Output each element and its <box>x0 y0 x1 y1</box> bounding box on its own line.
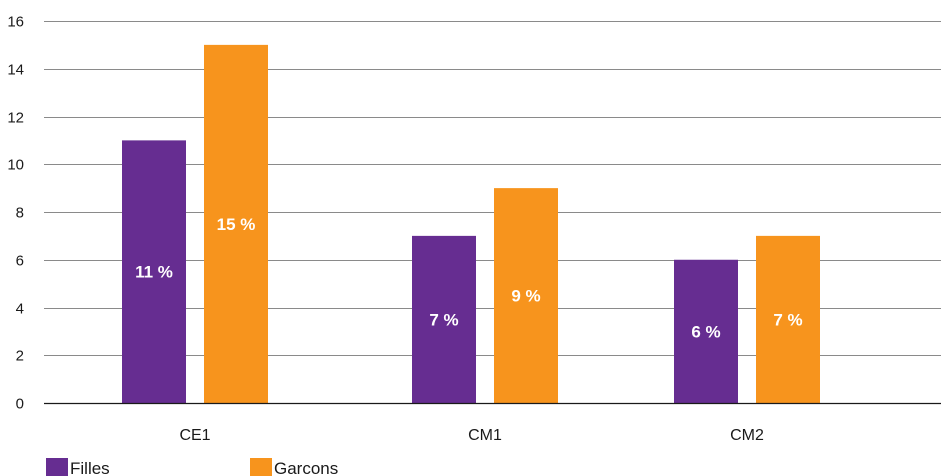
legend: Filles Garcons <box>46 458 338 476</box>
y-tick-label: 6 <box>16 253 24 270</box>
bar-filles-cm2 <box>674 259 738 403</box>
data-label-garcons-ce1: 15 % <box>217 215 256 234</box>
bar-garcons-cm2 <box>756 235 820 403</box>
y-tick-label: 10 <box>7 157 24 174</box>
y-tick-label: 4 <box>16 301 24 318</box>
x-category-label: CE1 <box>179 427 210 444</box>
legend-label-garcons: Garcons <box>274 459 338 476</box>
y-tick-label: 2 <box>16 348 24 365</box>
bars: 11 % 15 % 7 % 9 % 6 % 7 % <box>122 44 820 403</box>
y-tick-label: 16 <box>7 14 24 31</box>
x-category-label: CM2 <box>730 427 764 444</box>
bar-garcons-ce1 <box>204 44 268 403</box>
y-tick-label: 14 <box>7 62 24 79</box>
legend-label-filles: Filles <box>70 459 110 476</box>
data-label-garcons-cm1: 9 % <box>511 287 540 306</box>
x-category-label: CM1 <box>468 427 502 444</box>
data-label-filles-cm2: 6 % <box>691 322 720 341</box>
legend-swatch-garcons <box>250 458 272 476</box>
y-tick-label: 0 <box>16 396 24 413</box>
y-axis: 0 2 4 6 8 10 12 14 16 <box>7 14 24 413</box>
x-axis: CE1 CM1 CM2 <box>44 402 941 444</box>
bar-garcons-cm1 <box>494 188 558 403</box>
y-tick-label: 8 <box>16 205 24 222</box>
data-label-filles-cm1: 7 % <box>429 310 458 329</box>
data-label-filles-ce1: 11 % <box>135 263 173 282</box>
bar-filles-ce1 <box>122 140 186 403</box>
y-tick-label: 12 <box>7 110 24 127</box>
bar-filles-cm1 <box>412 235 476 403</box>
gridlines <box>44 21 941 356</box>
data-label-garcons-cm2: 7 % <box>773 310 802 329</box>
legend-swatch-filles <box>46 458 68 476</box>
